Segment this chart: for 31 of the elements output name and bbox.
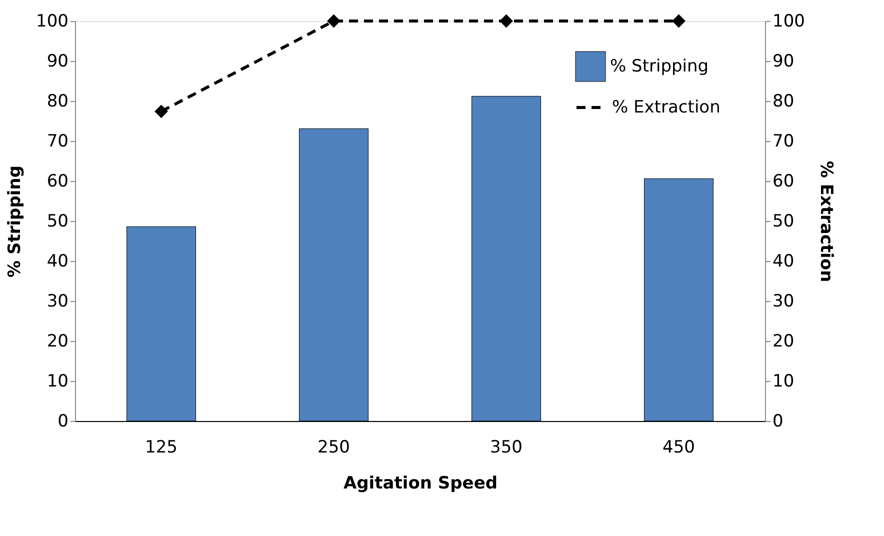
y2-tick-label: 60	[772, 172, 794, 192]
y-tick-label: 30	[46, 292, 68, 312]
y-tick-label: 100	[36, 12, 68, 32]
y2-tick-label: 100	[772, 12, 805, 32]
y-tick-label: 90	[46, 52, 68, 72]
y2-tick-label: 80	[772, 92, 794, 112]
y-tick-label: 70	[46, 132, 68, 152]
x-tick-label: 125	[145, 438, 178, 458]
y2-tick-label: 70	[772, 132, 794, 152]
y2-tick-label: 0	[772, 412, 784, 432]
x-tick-label: 350	[490, 438, 522, 458]
y2-tick-label: 30	[772, 292, 794, 312]
y-tick-label: 80	[46, 92, 68, 112]
y2-tick-label: 40	[772, 252, 794, 272]
y2-tick-label: 20	[772, 332, 794, 352]
y-tick-label: 20	[46, 332, 68, 352]
y-tick-label: 10	[46, 372, 68, 392]
y-tick-label: 40	[46, 252, 68, 272]
x-tick-label: 250	[318, 438, 350, 458]
y2-axis-title: % Extraction	[816, 160, 836, 282]
legend-label: % Extraction	[612, 98, 720, 118]
y-tick-label: 60	[46, 172, 68, 192]
legend-label: % Stripping	[610, 56, 709, 76]
x-axis-title: Agitation Speed	[343, 474, 498, 494]
y2-tick-label: 10	[772, 372, 794, 392]
y2-tick-label: 90	[772, 52, 794, 72]
y-axis-title: % Stripping	[5, 166, 26, 278]
x-tick-label: 450	[662, 438, 695, 458]
y-tick-label: 0	[58, 412, 68, 432]
y-tick-label: 50	[46, 212, 68, 232]
y2-tick-label: 50	[772, 212, 794, 232]
